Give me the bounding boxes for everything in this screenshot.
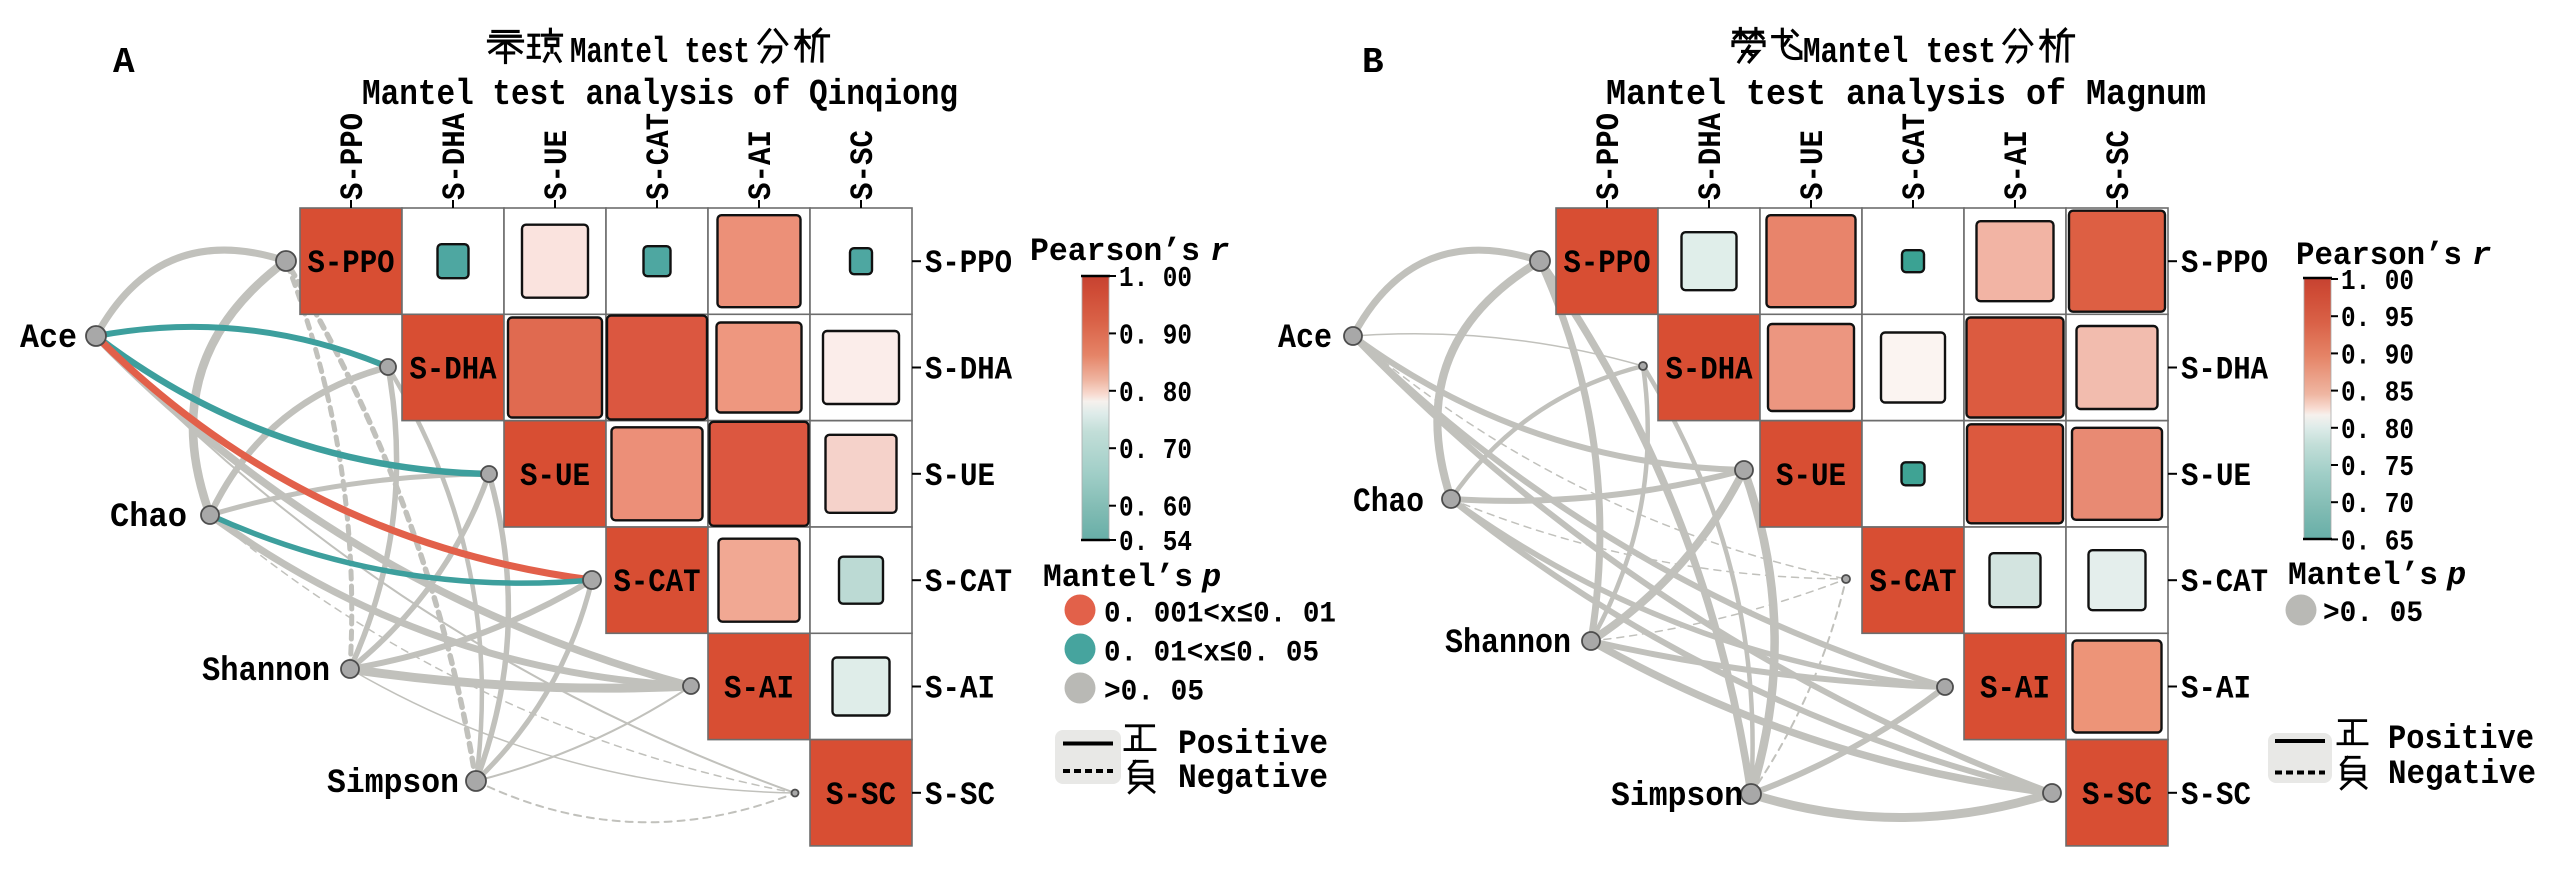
svg-text:S-PPO: S-PPO <box>925 245 1012 282</box>
svg-text:Mantel test analysis of Magnum: Mantel test analysis of Magnum <box>1606 74 2206 115</box>
svg-text:S-AI: S-AI <box>925 671 995 708</box>
svg-text:0. 90: 0. 90 <box>2341 339 2414 372</box>
svg-text:Chao: Chao <box>110 499 187 537</box>
svg-text:0. 001<x≤0. 01: 0. 001<x≤0. 01 <box>1104 598 1336 632</box>
svg-text:0. 80: 0. 80 <box>2341 414 2414 447</box>
svg-text:Mantel’s: Mantel’s <box>1043 559 1193 596</box>
svg-text:S-SC: S-SC <box>2082 777 2152 814</box>
svg-text:S-DHA: S-DHA <box>1666 352 1754 389</box>
svg-text:S-SC: S-SC <box>826 777 896 814</box>
svg-text:p: p <box>1201 559 1221 596</box>
svg-text:S-PPO: S-PPO <box>308 245 395 282</box>
svg-text:S-DHA: S-DHA <box>410 352 498 389</box>
svg-text:S-AI: S-AI <box>1980 671 2050 708</box>
svg-text:S-AI: S-AI <box>1999 130 2036 200</box>
svg-text:B: B <box>1362 42 1384 83</box>
svg-text:1. 00: 1. 00 <box>1119 262 1192 295</box>
svg-text:S-UE: S-UE <box>2181 458 2251 495</box>
svg-text:S-DHA: S-DHA <box>925 352 1013 389</box>
svg-text:S-UE: S-UE <box>539 130 576 200</box>
svg-text:>0. 05: >0. 05 <box>1104 676 1204 710</box>
svg-text:Shannon: Shannon <box>202 653 330 691</box>
svg-text:S-SC: S-SC <box>925 777 995 814</box>
svg-text:Negative: Negative <box>1178 760 1328 798</box>
svg-text:Negative: Negative <box>2388 756 2536 794</box>
svg-text:S-CAT: S-CAT <box>2181 564 2268 601</box>
svg-text:p: p <box>2446 557 2466 594</box>
svg-text:S-SC: S-SC <box>845 130 882 200</box>
svg-text:Chao: Chao <box>1353 484 1424 522</box>
svg-text:0. 60: 0. 60 <box>1119 492 1192 525</box>
svg-text:S-AI: S-AI <box>743 130 780 200</box>
svg-text:r: r <box>2472 237 2491 274</box>
svg-text:0. 70: 0. 70 <box>2341 488 2414 521</box>
svg-text:0. 95: 0. 95 <box>2341 302 2414 335</box>
svg-text:S-CAT: S-CAT <box>925 564 1012 601</box>
svg-text:0. 90: 0. 90 <box>1119 319 1192 352</box>
svg-text:Mantel test: Mantel test <box>1803 32 1996 73</box>
svg-text:S-SC: S-SC <box>2181 777 2251 814</box>
svg-text:S-PPO: S-PPO <box>1591 113 1628 200</box>
svg-text:1. 00: 1. 00 <box>2341 265 2414 298</box>
svg-text:S-UE: S-UE <box>520 458 590 495</box>
svg-text:Positive: Positive <box>1178 726 1328 764</box>
svg-text:Pearson’s: Pearson’s <box>1030 233 1200 270</box>
svg-text:S-DHA: S-DHA <box>437 112 474 200</box>
svg-text:S-CAT: S-CAT <box>1897 113 1934 200</box>
svg-text:Ace: Ace <box>20 320 77 358</box>
svg-text:0. 01<x≤0. 05: 0. 01<x≤0. 05 <box>1104 637 1319 671</box>
svg-text:S-DHA: S-DHA <box>2181 352 2269 389</box>
svg-text:0. 80: 0. 80 <box>1119 377 1192 410</box>
svg-text:0. 54: 0. 54 <box>1119 526 1192 559</box>
svg-text:0. 70: 0. 70 <box>1119 434 1192 467</box>
svg-text:S-PPO: S-PPO <box>2181 245 2268 282</box>
svg-text:r: r <box>1210 233 1229 270</box>
svg-text:S-CAT: S-CAT <box>1870 564 1957 601</box>
svg-text:0. 85: 0. 85 <box>2341 377 2414 410</box>
svg-text:0. 75: 0. 75 <box>2341 451 2414 484</box>
svg-text:Simpson: Simpson <box>1611 778 1743 816</box>
svg-text:0. 65: 0. 65 <box>2341 525 2414 558</box>
svg-text:S-DHA: S-DHA <box>1693 112 1730 200</box>
svg-text:S-UE: S-UE <box>1795 130 1832 200</box>
svg-text:Mantel test analysis of Qinqio: Mantel test analysis of Qinqiong <box>362 74 958 115</box>
svg-text:S-AI: S-AI <box>724 671 794 708</box>
svg-text:S-PPO: S-PPO <box>335 113 372 200</box>
svg-text:Pearson’s: Pearson’s <box>2296 237 2462 274</box>
svg-text:Positive: Positive <box>2388 721 2534 759</box>
svg-text:S-CAT: S-CAT <box>641 113 678 200</box>
svg-text:S-UE: S-UE <box>1776 458 1846 495</box>
svg-text:S-AI: S-AI <box>2181 671 2251 708</box>
svg-text:S-SC: S-SC <box>2101 130 2138 200</box>
svg-text:Shannon: Shannon <box>1445 625 1571 663</box>
svg-text:Mantel’s: Mantel’s <box>2288 557 2438 594</box>
svg-text:S-UE: S-UE <box>925 458 995 495</box>
svg-text:>0. 05: >0. 05 <box>2323 597 2423 631</box>
svg-text:Simpson: Simpson <box>327 765 459 803</box>
svg-text:Ace: Ace <box>1278 320 1332 358</box>
svg-text:Mantel test: Mantel test <box>570 32 750 73</box>
svg-text:A: A <box>113 42 135 83</box>
svg-text:S-PPO: S-PPO <box>1564 245 1651 282</box>
svg-text:S-CAT: S-CAT <box>614 564 701 601</box>
